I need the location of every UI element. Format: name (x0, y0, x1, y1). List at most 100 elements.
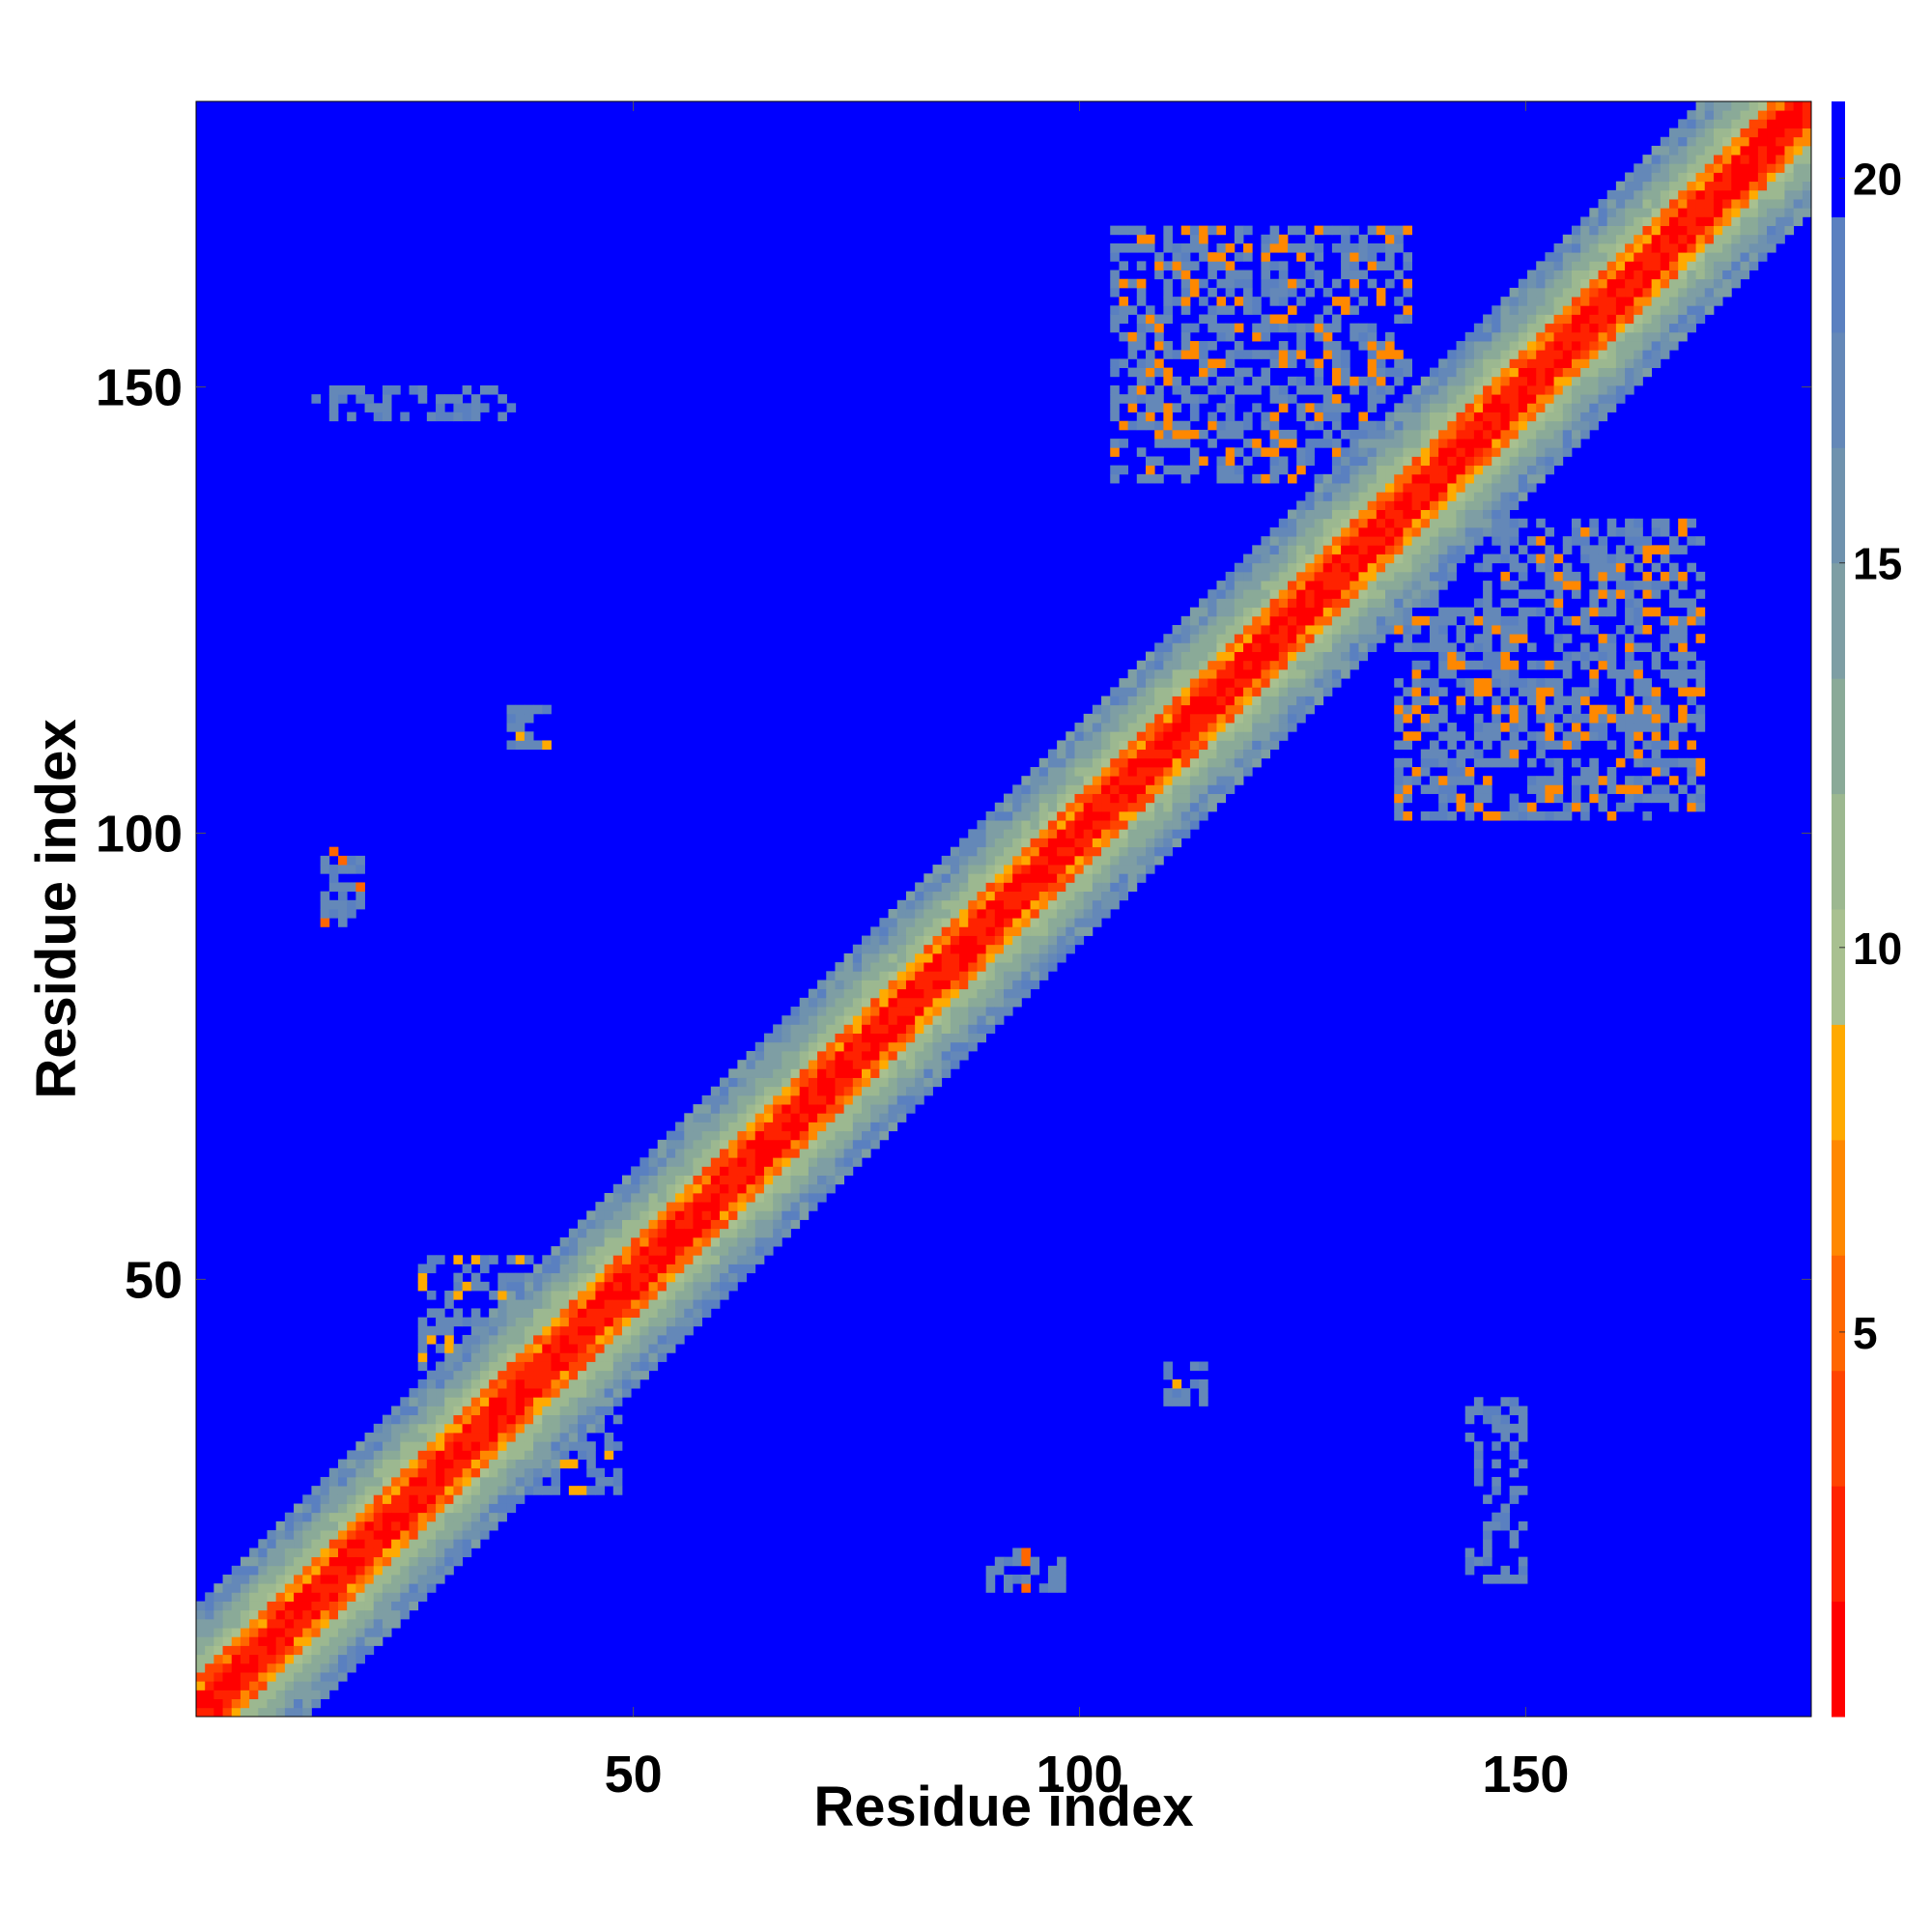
heatmap-cell (1562, 305, 1573, 315)
heatmap-cell (586, 1352, 596, 1362)
heatmap-cell (453, 1450, 464, 1460)
heatmap-cell (1527, 465, 1537, 475)
heatmap-cell (1420, 500, 1431, 510)
heatmap-cell (586, 1236, 596, 1247)
heatmap-cell (470, 1486, 481, 1495)
heatmap-cell (1145, 367, 1155, 378)
heatmap-cell (870, 1077, 880, 1088)
heatmap-cell (1172, 678, 1182, 688)
heatmap-cell (1492, 420, 1501, 431)
heatmap-cell (1296, 456, 1306, 467)
heatmap-cell (479, 403, 490, 412)
heatmap-cell (754, 1113, 765, 1122)
heatmap-cell (1189, 225, 1200, 236)
heatmap-cell (1189, 687, 1200, 696)
heatmap-cell (994, 899, 1005, 910)
heatmap-cell (1305, 571, 1315, 582)
heatmap-cell (1500, 473, 1511, 484)
heatmap-cell (489, 1423, 498, 1434)
heatmap-cell (666, 1139, 676, 1150)
heatmap-cell (1464, 341, 1475, 351)
heatmap-cell (1500, 314, 1511, 325)
heatmap-cell (1163, 740, 1173, 751)
heatmap-cell (808, 1139, 818, 1150)
heatmap-cell (373, 1548, 384, 1558)
heatmap-cell (994, 1015, 1005, 1025)
heatmap-cell (1509, 323, 1520, 333)
heatmap-cell (1110, 829, 1120, 838)
heatmap-cell (1571, 651, 1581, 662)
heatmap-cell (1367, 492, 1378, 501)
heatmap-cell (284, 1583, 295, 1593)
heatmap-cell (915, 962, 924, 972)
heatmap-cell (773, 1041, 782, 1052)
heatmap-cell (515, 1255, 526, 1264)
heatmap-cell (1464, 350, 1475, 359)
heatmap-cell (551, 1423, 561, 1434)
heatmap-cell (1136, 225, 1147, 236)
heatmap-cell (693, 1122, 703, 1132)
heatmap-cell (489, 1459, 498, 1469)
heatmap-cell (631, 1370, 640, 1380)
heatmap-cell (1083, 757, 1094, 768)
heatmap-cell (746, 1139, 756, 1150)
heatmap-cell (1083, 909, 1094, 919)
heatmap-cell (515, 1317, 526, 1327)
heatmap-cell (1545, 429, 1554, 440)
heatmap-cell (737, 1219, 747, 1230)
heatmap-cell (1420, 536, 1431, 546)
heatmap-cell (1057, 944, 1066, 954)
heatmap-cell (1012, 918, 1022, 927)
heatmap-cell (462, 1388, 472, 1398)
heatmap-cell (391, 1601, 401, 1611)
heatmap-cell (1403, 252, 1412, 262)
heatmap-cell (294, 1548, 303, 1558)
heatmap-cell (1341, 571, 1350, 582)
heatmap-cell (497, 1486, 507, 1495)
heatmap-cell (657, 1246, 668, 1256)
heatmap-cell (852, 1007, 863, 1016)
heatmap-cell (1473, 642, 1484, 652)
heatmap-cell (1136, 242, 1147, 253)
heatmap-cell (1012, 952, 1022, 963)
heatmap-cell (1163, 713, 1173, 724)
heatmap-cell (835, 1068, 845, 1078)
heatmap-cell (879, 1077, 889, 1088)
heatmap-cell (417, 1334, 428, 1345)
heatmap-cell (1110, 855, 1120, 866)
heatmap-cell (985, 1007, 996, 1016)
heatmap-cell (612, 1317, 623, 1327)
heatmap-cell (977, 918, 987, 927)
heatmap-cell (1314, 358, 1324, 369)
heatmap-cell (1394, 465, 1404, 475)
heatmap-cell (1429, 581, 1439, 590)
heatmap-cell (1394, 545, 1404, 554)
heatmap-cell (1145, 749, 1155, 759)
heatmap-cell (754, 1139, 765, 1150)
heatmap-cell (1287, 678, 1297, 688)
heatmap-cell (497, 1512, 507, 1522)
heatmap-cell (720, 1183, 729, 1194)
heatmap-cell (497, 1344, 507, 1353)
heatmap-cell (1092, 757, 1102, 768)
heatmap-cell (817, 1033, 827, 1043)
heatmap-cell (1536, 367, 1546, 378)
heatmap-cell (1154, 713, 1164, 724)
heatmap-cell (1287, 350, 1297, 359)
heatmap-cell (240, 1654, 250, 1664)
heatmap-cell (436, 1530, 445, 1540)
heatmap-cell (1403, 429, 1412, 440)
heatmap-cell (364, 1601, 375, 1611)
heatmap-cell (373, 1530, 384, 1540)
heatmap-cell (1252, 473, 1262, 484)
heatmap-cell (311, 1698, 322, 1709)
heatmap-cell (1180, 297, 1191, 306)
heatmap-cell (799, 1130, 810, 1141)
heatmap-cell (497, 1325, 507, 1336)
heatmap-cell (1429, 500, 1439, 510)
heatmap-cell (1234, 678, 1244, 688)
heatmap-cell (1287, 287, 1297, 298)
heatmap-cell (737, 1175, 747, 1185)
heatmap-cell (1518, 358, 1528, 369)
heatmap-cell (1518, 447, 1528, 457)
